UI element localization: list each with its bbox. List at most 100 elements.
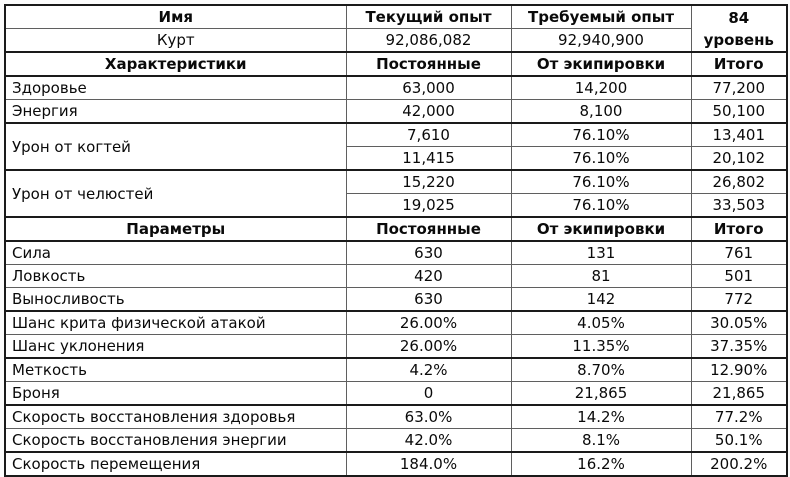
dodge-chance-equipment-cell: 11.35% — [510, 334, 692, 359]
level-value: 84 — [728, 8, 750, 27]
movement-speed-label-cell: Скорость перемещения — [4, 451, 347, 477]
row-movement-speed: Скорость перемещения 184.0% 16.2% 200.2% — [4, 451, 788, 477]
characteristics-total-header-cell: Итого — [690, 51, 788, 77]
movement-speed-total-cell: 200.2% — [690, 451, 788, 477]
accuracy-total-cell: 12.90% — [690, 357, 788, 382]
energy-permanent-cell: 42,000 — [345, 99, 512, 124]
row-endurance: Выносливость 630 142 772 — [4, 287, 788, 312]
health-regen-label-cell: Скорость восстановления здоровья — [4, 404, 347, 429]
armor-total-cell: 21,865 — [690, 381, 788, 406]
armor-label-cell: Броня — [4, 381, 347, 406]
movement-speed-equipment-cell: 16.2% — [510, 451, 692, 477]
endurance-label-cell: Выносливость — [4, 287, 347, 312]
row-health: Здоровье 63,000 14,200 77,200 — [4, 75, 788, 100]
character-stats-table: Имя Текущий опыт Требуемый опыт 84 урове… — [4, 4, 788, 477]
health-total-cell: 77,200 — [690, 75, 788, 100]
jaw-damage-label-cell: Урон от челюстей — [4, 169, 347, 218]
agility-label-cell: Ловкость — [4, 264, 347, 288]
claw-damage-1-equipment-cell: 76.10% — [510, 122, 692, 147]
health-label-cell: Здоровье — [4, 75, 347, 100]
accuracy-permanent-cell: 4.2% — [345, 357, 512, 382]
strength-permanent-cell: 630 — [345, 240, 512, 265]
page: { "title_block": { "name_header": "Имя",… — [0, 4, 790, 477]
level-cell: 84 уровень — [690, 4, 788, 53]
characteristics-permanent-header-cell: Постоянные — [345, 51, 512, 77]
armor-permanent-cell: 0 — [345, 381, 512, 406]
jaw-damage-1-equipment-cell: 76.10% — [510, 169, 692, 194]
jaw-damage-1-total-cell: 26,802 — [690, 169, 788, 194]
claw-damage-1-permanent-cell: 7,610 — [345, 122, 512, 147]
movement-speed-permanent-cell: 184.0% — [345, 451, 512, 477]
row-energy-regen: Скорость восстановления энергии 42.0% 8.… — [4, 428, 788, 453]
energy-regen-label-cell: Скорость восстановления энергии — [4, 428, 347, 453]
row-jaw-damage-2: 19,025 76.10% 33,503 — [5, 193, 788, 218]
endurance-permanent-cell: 630 — [345, 287, 512, 312]
required-xp-value-cell: 92,940,900 — [510, 28, 692, 53]
health-regen-equipment-cell: 14.2% — [510, 404, 692, 429]
row-health-regen: Скорость восстановления здоровья 63.0% 1… — [4, 404, 788, 429]
character-name-cell: Курт — [4, 28, 347, 53]
crit-chance-equipment-cell: 4.05% — [510, 310, 692, 335]
jaw-damage-1-permanent-cell: 15,220 — [345, 169, 512, 194]
row-armor: Броня 0 21,865 21,865 — [4, 381, 788, 406]
row-parameters-header: Параметры Постоянные От экипировки Итого — [4, 216, 788, 242]
energy-total-cell: 50,100 — [690, 99, 788, 124]
agility-permanent-cell: 420 — [345, 264, 512, 288]
claw-damage-2-equipment-cell: 76.10% — [510, 146, 692, 171]
row-strength: Сила 630 131 761 — [4, 240, 788, 265]
health-equipment-cell: 14,200 — [510, 75, 692, 100]
name-header-cell: Имя — [4, 4, 347, 29]
row-accuracy: Меткость 4.2% 8.70% 12.90% — [4, 357, 788, 382]
accuracy-label-cell: Меткость — [4, 357, 347, 382]
endurance-total-cell: 772 — [690, 287, 788, 312]
row-dodge-chance: Шанс уклонения 26.00% 11.35% 37.35% — [4, 334, 788, 359]
dodge-chance-label-cell: Шанс уклонения — [4, 334, 347, 359]
parameters-total-header-cell: Итого — [690, 216, 788, 242]
health-permanent-cell: 63,000 — [345, 75, 512, 100]
crit-chance-permanent-cell: 26.00% — [345, 310, 512, 335]
row-xp-header: Имя Текущий опыт Требуемый опыт 84 урове… — [4, 4, 788, 53]
dodge-chance-permanent-cell: 26.00% — [345, 334, 512, 359]
energy-regen-total-cell: 50.1% — [690, 428, 788, 453]
row-claw-damage-2: 11,415 76.10% 20,102 — [5, 146, 788, 171]
crit-chance-total-cell: 30.05% — [690, 310, 788, 335]
claw-damage-2-total-cell: 20,102 — [690, 146, 788, 171]
energy-label-cell: Энергия — [4, 99, 347, 124]
parameters-permanent-header-cell: Постоянные — [345, 216, 512, 242]
jaw-damage-2-permanent-cell: 19,025 — [345, 193, 512, 218]
row-energy: Энергия 42,000 8,100 50,100 — [4, 99, 788, 124]
row-crit-chance: Шанс крита физической атакой 26.00% 4.05… — [4, 310, 788, 335]
energy-regen-permanent-cell: 42.0% — [345, 428, 512, 453]
jaw-damage-2-equipment-cell: 76.10% — [510, 193, 692, 218]
crit-chance-label-cell: Шанс крита физической атакой — [4, 310, 347, 335]
characteristics-equipment-header-cell: От экипировки — [510, 51, 692, 77]
energy-equipment-cell: 8,100 — [510, 99, 692, 124]
current-xp-header-cell: Текущий опыт — [345, 4, 512, 29]
dodge-chance-total-cell: 37.35% — [690, 334, 788, 359]
health-regen-permanent-cell: 63.0% — [345, 404, 512, 429]
strength-total-cell: 761 — [690, 240, 788, 265]
health-regen-total-cell: 77.2% — [690, 404, 788, 429]
parameters-title-cell: Параметры — [4, 216, 347, 242]
current-xp-value-cell: 92,086,082 — [345, 28, 512, 53]
claw-damage-label-cell: Урон от когтей — [4, 122, 347, 171]
strength-label-cell: Сила — [4, 240, 347, 265]
claw-damage-1-total-cell: 13,401 — [690, 122, 788, 147]
level-label: уровень — [703, 30, 774, 49]
agility-total-cell: 501 — [690, 264, 788, 288]
row-jaw-damage-1: Урон от челюстей 15,220 76.10% 26,802 — [4, 169, 788, 218]
armor-equipment-cell: 21,865 — [510, 381, 692, 406]
jaw-damage-2-total-cell: 33,503 — [690, 193, 788, 218]
agility-equipment-cell: 81 — [510, 264, 692, 288]
endurance-equipment-cell: 142 — [510, 287, 692, 312]
row-agility: Ловкость 420 81 501 — [4, 264, 788, 288]
claw-damage-2-permanent-cell: 11,415 — [345, 146, 512, 171]
strength-equipment-cell: 131 — [510, 240, 692, 265]
row-character: Курт 92,086,082 92,940,900 — [4, 28, 787, 53]
row-claw-damage-1: Урон от когтей 7,610 76.10% 13,401 — [4, 122, 788, 171]
characteristics-title-cell: Характеристики — [4, 51, 347, 77]
energy-regen-equipment-cell: 8.1% — [510, 428, 692, 453]
parameters-equipment-header-cell: От экипировки — [510, 216, 692, 242]
row-characteristics-header: Характеристики Постоянные От экипировки … — [4, 51, 788, 77]
accuracy-equipment-cell: 8.70% — [510, 357, 692, 382]
